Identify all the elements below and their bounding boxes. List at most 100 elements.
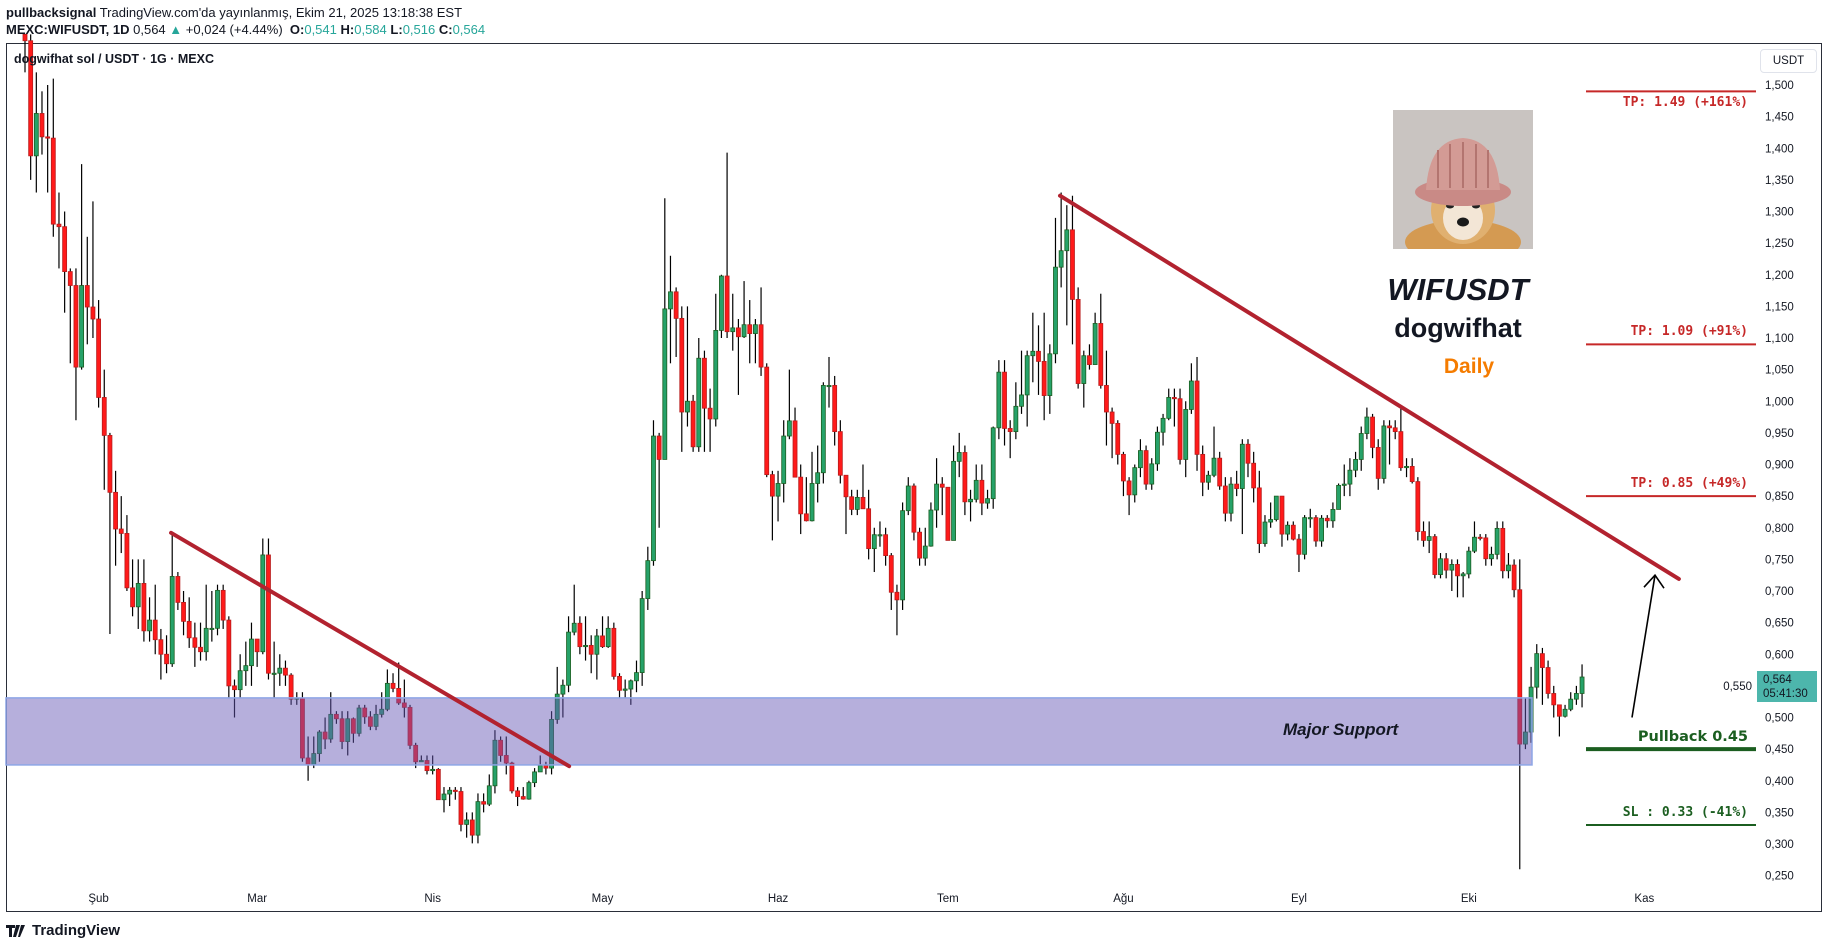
candle <box>90 201 96 338</box>
candle <box>379 692 385 718</box>
candle <box>1375 439 1381 490</box>
candle <box>158 628 164 680</box>
candle <box>1455 559 1460 598</box>
time-axis: Şub Mar Nis May Haz Tem Ağu Eyl Eki Kas <box>88 893 1654 905</box>
candle <box>1460 572 1466 598</box>
candle <box>600 616 605 648</box>
candle <box>220 584 226 629</box>
candle-body <box>22 34 28 42</box>
candle-body <box>1472 536 1477 552</box>
candle-body <box>1523 731 1528 745</box>
candle <box>215 584 220 636</box>
candle-body <box>1064 229 1070 252</box>
candle <box>1273 495 1279 522</box>
candle-body <box>1494 527 1500 555</box>
candle <box>939 477 945 516</box>
candle-body <box>220 589 226 621</box>
candle-body <box>945 486 951 541</box>
candle <box>707 388 713 452</box>
candle-body <box>164 653 169 665</box>
candle-body <box>1211 457 1217 476</box>
tradingview-logo[interactable]: TradingView <box>6 922 120 939</box>
candle <box>934 458 939 528</box>
candle <box>815 445 821 503</box>
candle <box>1053 217 1058 364</box>
candle-body <box>809 483 815 522</box>
dogwifhat-image <box>1393 110 1533 264</box>
candle-body <box>1324 517 1330 522</box>
candle-body <box>577 622 583 648</box>
candle-body <box>673 291 679 319</box>
candle-body <box>877 534 883 537</box>
candle-body <box>939 483 945 488</box>
candle-body <box>843 474 849 498</box>
candle <box>186 597 192 648</box>
candle-body <box>1251 462 1257 489</box>
candle <box>1330 502 1336 528</box>
candle <box>871 527 877 573</box>
candle-body <box>1545 667 1551 694</box>
candle-body <box>1143 450 1149 485</box>
candle-body <box>1426 536 1432 541</box>
price-tick-label: 1,150 <box>1765 301 1794 313</box>
candle-body <box>367 716 373 727</box>
candle <box>243 641 249 686</box>
currency-button[interactable]: USDT <box>1760 49 1817 73</box>
candle <box>1415 477 1421 541</box>
candle-body <box>786 420 792 437</box>
time-tick-label: Mar <box>247 893 267 905</box>
candle-body <box>243 665 249 672</box>
candle <box>447 787 453 807</box>
candle <box>288 673 294 705</box>
candle-body <box>288 674 294 700</box>
candle <box>1160 413 1166 446</box>
candle-body <box>84 285 90 308</box>
candle-body <box>1036 350 1041 362</box>
candle-body <box>537 765 543 773</box>
candle-body <box>617 675 622 691</box>
candle <box>1245 439 1251 478</box>
candle <box>809 451 815 522</box>
candle <box>1426 521 1432 554</box>
candle-body <box>1432 536 1438 575</box>
candle-body <box>1500 527 1506 572</box>
candle-body <box>792 420 798 478</box>
candle <box>107 432 113 635</box>
candle <box>798 464 804 535</box>
candle-body <box>668 291 673 310</box>
candle <box>849 489 855 516</box>
candle-body <box>1024 355 1030 396</box>
candle <box>345 711 351 756</box>
author-name[interactable]: pullbacksignal <box>6 5 97 20</box>
candle-body <box>996 371 1002 429</box>
candle-body <box>271 672 277 675</box>
candle <box>758 287 764 376</box>
candle <box>656 432 662 528</box>
candle <box>1143 445 1149 490</box>
candle-body <box>1171 397 1177 400</box>
candle-body <box>1205 474 1211 483</box>
candle <box>1166 388 1172 421</box>
candle-body <box>135 583 141 608</box>
candle <box>441 787 447 813</box>
candle <box>152 584 158 655</box>
candle <box>481 793 487 813</box>
candle-body <box>764 366 770 476</box>
candle-body <box>254 638 260 653</box>
candle <box>1087 344 1092 370</box>
candle <box>84 236 90 345</box>
candle-body <box>1132 467 1138 496</box>
candle-body <box>1568 698 1574 710</box>
candle-body <box>866 508 872 550</box>
candle <box>413 742 419 769</box>
price-tick-label: 1,400 <box>1765 143 1794 155</box>
candle-body <box>968 498 973 503</box>
candle-body <box>690 400 696 448</box>
candle <box>147 597 152 642</box>
candle <box>1500 521 1506 579</box>
candle <box>1313 515 1319 547</box>
time-tick-label: Ağu <box>1113 893 1133 905</box>
chart-pane[interactable] <box>6 43 1822 912</box>
candle-body <box>396 688 402 704</box>
